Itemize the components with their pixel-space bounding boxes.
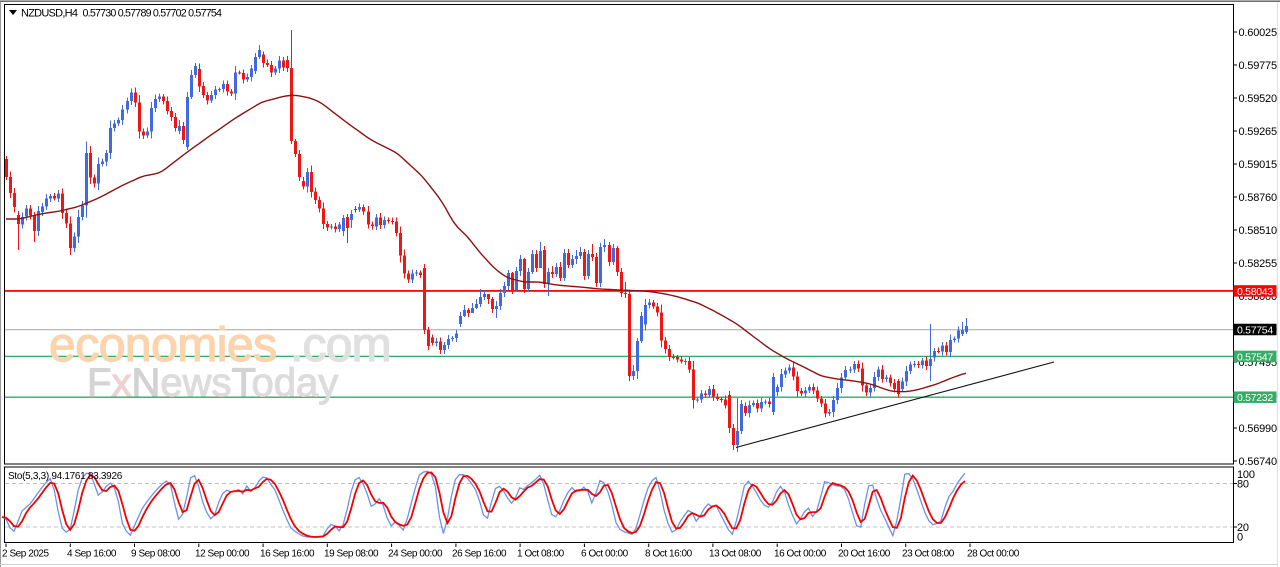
svg-text:9 Sep 08:00: 9 Sep 08:00 xyxy=(131,549,181,560)
svg-text:0.59015: 0.59015 xyxy=(1239,159,1277,171)
svg-text:0.59775: 0.59775 xyxy=(1239,60,1277,72)
svg-text:4 Sep 16:00: 4 Sep 16:00 xyxy=(67,549,117,560)
svg-text:23 Oct 08:00: 23 Oct 08:00 xyxy=(902,549,955,560)
svg-text:26 Sep 16:00: 26 Sep 16:00 xyxy=(452,549,507,560)
svg-text:1 Oct 08:00: 1 Oct 08:00 xyxy=(517,549,565,560)
svg-text:100: 100 xyxy=(1237,469,1255,481)
svg-text:economies: economies xyxy=(49,319,277,372)
svg-text:0.57730 0.57789 0.57702 0.5775: 0.57730 0.57789 0.57702 0.57754 xyxy=(83,8,222,20)
svg-text:13 Oct 08:00: 13 Oct 08:00 xyxy=(709,549,762,560)
svg-text:NZDUSD,H4: NZDUSD,H4 xyxy=(21,8,78,20)
svg-text:0.57754: 0.57754 xyxy=(1237,325,1273,337)
svg-text:0.59265: 0.59265 xyxy=(1239,126,1277,138)
svg-text:0.59520: 0.59520 xyxy=(1239,93,1277,105)
svg-text:0.58760: 0.58760 xyxy=(1239,192,1277,204)
svg-text:0.57232: 0.57232 xyxy=(1237,392,1273,404)
svg-text:0: 0 xyxy=(1237,532,1243,544)
svg-text:0.58510: 0.58510 xyxy=(1239,225,1277,237)
svg-text:0.56990: 0.56990 xyxy=(1239,423,1277,435)
svg-text:24 Sep 00:00: 24 Sep 00:00 xyxy=(388,549,443,560)
svg-text:0.60025: 0.60025 xyxy=(1239,27,1277,39)
svg-text:0.58255: 0.58255 xyxy=(1239,258,1277,270)
svg-text:28 Oct 00:00: 28 Oct 00:00 xyxy=(967,549,1020,560)
svg-text:0.56740: 0.56740 xyxy=(1239,456,1277,468)
svg-text:12 Sep 00:00: 12 Sep 00:00 xyxy=(195,549,250,560)
svg-text:.com: .com xyxy=(290,319,391,372)
svg-text:16 Sep 16:00: 16 Sep 16:00 xyxy=(260,549,315,560)
svg-text:16 Oct 00:00: 16 Oct 00:00 xyxy=(774,549,827,560)
svg-text:FxNewsToday: FxNewsToday xyxy=(87,361,338,405)
svg-text:19 Sep 08:00: 19 Sep 08:00 xyxy=(324,549,379,560)
svg-text:80: 80 xyxy=(1237,479,1249,491)
svg-text:0.58043: 0.58043 xyxy=(1237,286,1273,298)
svg-text:6 Oct 00:00: 6 Oct 00:00 xyxy=(581,549,629,560)
svg-text:20: 20 xyxy=(1237,522,1249,534)
svg-text:0.57547: 0.57547 xyxy=(1237,351,1273,363)
svg-text:8 Oct 16:00: 8 Oct 16:00 xyxy=(645,549,693,560)
svg-text:2 Sep 2025: 2 Sep 2025 xyxy=(2,549,50,560)
svg-text:Sto(5,3,3) 94.1761 83.3926: Sto(5,3,3) 94.1761 83.3926 xyxy=(8,471,123,482)
svg-text:20 Oct 16:00: 20 Oct 16:00 xyxy=(838,549,891,560)
